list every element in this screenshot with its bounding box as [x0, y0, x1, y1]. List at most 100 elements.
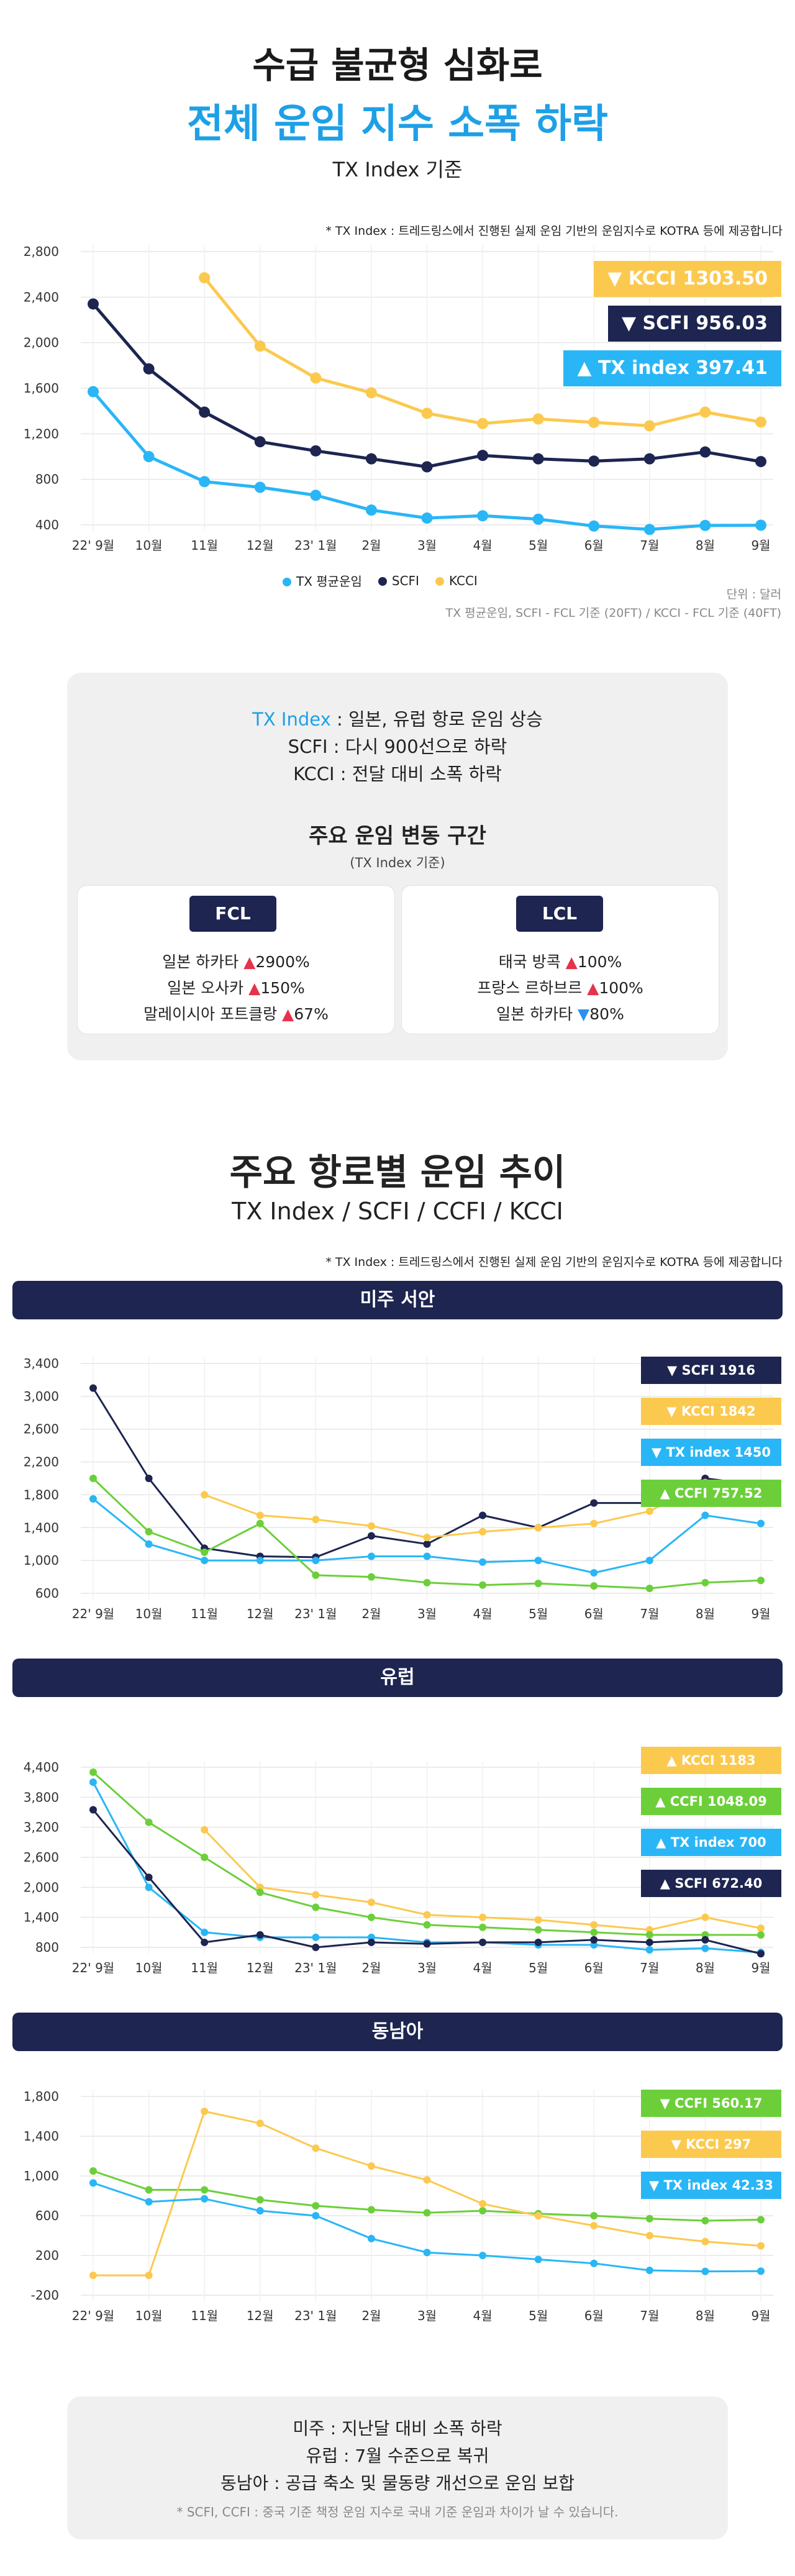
- y-tick-label: 600: [35, 2208, 59, 2223]
- route-summary-us: 미주 : 지난달 대비 소폭 하락: [293, 2418, 502, 2439]
- y-tick-label: 2,200: [24, 1455, 59, 1470]
- data-point: [532, 453, 544, 465]
- europe-badges: ▲ KCCI 1183 ▲ CCFI 1048.09 ▲ TX index 700 ▲…: [632, 1747, 781, 1911]
- y-tick-label: 600: [35, 1586, 59, 1601]
- index-basis: TX Index 기준: [332, 158, 463, 181]
- data-point: [701, 1578, 709, 1586]
- data-point: [423, 1911, 431, 1919]
- x-tick-label: 11월: [191, 2308, 218, 2323]
- data-point: [312, 2144, 320, 2152]
- data-point: [423, 1540, 431, 1548]
- data-point: [367, 2162, 375, 2170]
- x-tick-label: 5월: [529, 1960, 548, 1975]
- data-point: [423, 1534, 431, 1542]
- lcl-card: LCL 태국 방콕 ▲100% 프랑스 르하브르 ▲100% 일본 하카타 ▼80%: [401, 885, 719, 1034]
- data-point: [254, 436, 266, 448]
- routes-source-note: * TX Index : 트레드링스에서 진행된 실제 운임 기반의 운임지수로…: [325, 1255, 783, 1269]
- europe-chart: 800 1,400 2,000 2,600 3,200 3,800 4,400 22' 9월 1…: [24, 1760, 773, 1975]
- data-point: [312, 2202, 320, 2210]
- data-point: [143, 363, 155, 375]
- data-point: [590, 2212, 598, 2219]
- x-tick-label: 2월: [361, 1606, 381, 1621]
- data-point: [254, 481, 266, 493]
- data-point: [312, 1891, 320, 1899]
- routes-title: 주요 항로별 운임 추이: [229, 1151, 566, 1193]
- route-banner-southeast-asia: 동남아: [12, 2013, 783, 2051]
- data-point: [423, 2176, 431, 2184]
- data-point: [590, 1519, 598, 1527]
- x-tick-label: 22' 9월: [72, 2308, 114, 2323]
- data-point: [421, 461, 433, 473]
- data-point: [645, 2232, 653, 2239]
- data-point: [645, 2267, 653, 2274]
- data-point: [199, 406, 211, 418]
- lcl-badge: LCL: [516, 896, 603, 932]
- data-point: [365, 453, 377, 465]
- x-tick-label: 22' 9월: [72, 1960, 114, 1975]
- index-badge: ▼ CCFI 560.17: [641, 2090, 781, 2117]
- rate-change-item: 일본 오사카 ▲150%: [167, 979, 305, 997]
- data-point: [757, 1950, 765, 1958]
- legend-item-scfi: SCFI: [378, 573, 419, 588]
- data-point: [757, 1931, 765, 1939]
- data-point: [479, 1527, 487, 1536]
- data-point: [588, 520, 600, 532]
- route-summary-footnote: * SCFI, CCFI : 중국 기준 책정 운임 지수로 국내 기준 운임과…: [176, 2505, 619, 2519]
- data-point: [256, 2119, 264, 2128]
- data-point: [421, 407, 433, 419]
- data-point: [534, 1916, 542, 1924]
- data-point: [89, 1778, 97, 1786]
- x-tick-label: 10월: [135, 1606, 163, 1621]
- route-summary-sea: 동남아 : 공급 축소 및 물동량 개선으로 운임 보합: [220, 2473, 575, 2493]
- x-tick-label: 6월: [584, 538, 604, 553]
- route-summary-europe: 유럽 : 7월 수준으로 복귀: [306, 2446, 489, 2466]
- x-tick-label: 11월: [191, 538, 218, 553]
- data-point: [201, 1548, 209, 1556]
- data-point: [367, 1898, 375, 1906]
- data-point: [145, 1883, 153, 1891]
- y-tick-label: 1,400: [24, 2129, 59, 2144]
- data-point: [367, 1913, 375, 1921]
- x-tick-label: 4월: [473, 538, 493, 553]
- data-point: [477, 450, 489, 462]
- data-point: [757, 1577, 765, 1585]
- data-point: [590, 1582, 598, 1590]
- x-tick-label: 9월: [751, 2308, 770, 2323]
- y-tick-label: 3,400: [24, 1356, 59, 1371]
- data-point: [145, 2198, 153, 2206]
- x-tick-label: 2월: [361, 538, 381, 553]
- x-tick-label: 12월: [247, 1960, 274, 1975]
- up-arrow-icon: ▲: [248, 979, 261, 997]
- routes-subtitle: TX Index / SCFI / CCFI / KCCI: [232, 1198, 563, 1225]
- data-point: [256, 2196, 264, 2204]
- index-badge: ▼ KCCI 1303.50: [594, 261, 781, 297]
- data-point: [701, 2267, 709, 2275]
- summary-line-tx: TX Index : 일본, 유럽 항로 운임 상승: [252, 709, 543, 730]
- x-tick-label: 10월: [135, 538, 163, 553]
- data-point: [532, 413, 544, 425]
- x-tick-label: 3월: [417, 1606, 437, 1621]
- index-badge: ▲ CCFI 757.52: [641, 1480, 781, 1507]
- index-badge: ▼ KCCI 297: [641, 2131, 781, 2158]
- data-point: [365, 504, 377, 516]
- data-point: [757, 2267, 765, 2275]
- data-point: [701, 1944, 709, 1952]
- index-badge: ▼ SCFI 956.03: [607, 306, 781, 342]
- x-tick-label: 9월: [751, 1606, 770, 1621]
- x-tick-label: 5월: [529, 1606, 548, 1621]
- data-point: [643, 524, 655, 535]
- index-badge: ▲ CCFI 1048.09: [641, 1788, 781, 1815]
- data-point: [423, 2249, 431, 2257]
- y-tick-label: 800: [35, 1940, 59, 1955]
- data-point: [312, 1903, 320, 1911]
- x-tick-label: 6월: [584, 1606, 604, 1621]
- data-point: [88, 386, 99, 398]
- x-tick-label: 4월: [473, 1606, 493, 1621]
- index-badge: ▼ TX index 42.33: [641, 2172, 781, 2199]
- rate-change-item: 일본 하카타 ▲2900%: [162, 953, 310, 971]
- data-point: [312, 1571, 320, 1579]
- data-point: [590, 2222, 598, 2229]
- data-point: [479, 1581, 487, 1589]
- x-tick-label: 9월: [751, 1960, 770, 1975]
- section-subtitle: (TX Index 기준): [350, 855, 445, 870]
